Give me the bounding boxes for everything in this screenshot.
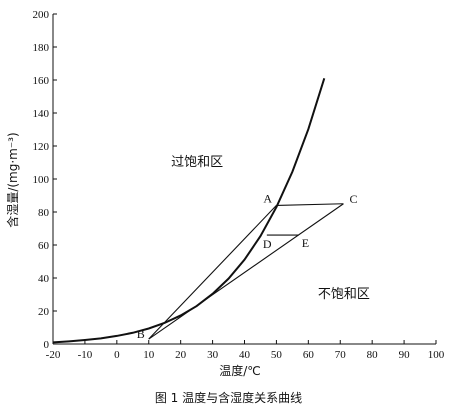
x-tick-label: 20: [175, 349, 187, 361]
x-tick-label: 40: [239, 349, 251, 361]
y-tick-label: 100: [33, 174, 50, 186]
x-tick-label: 30: [207, 349, 219, 361]
saturation-curve: [52, 78, 326, 344]
y-tick-label: 80: [38, 207, 50, 219]
y-tick-label: 160: [33, 75, 50, 87]
x-tick-label: -10: [78, 349, 93, 361]
point-label-a: A: [263, 191, 272, 205]
x-tick-label: 60: [303, 349, 315, 361]
x-tick-label: 50: [271, 349, 283, 361]
point-label-c: C: [349, 192, 357, 206]
x-tick-label: 100: [428, 349, 445, 361]
x-tick-label: 0: [114, 349, 120, 361]
figure-caption: 图 1 温度与含湿度关系曲线: [154, 391, 303, 405]
segment-a-c: [276, 203, 344, 206]
x-tick-label: 90: [399, 349, 411, 361]
y-tick-label: 20: [38, 306, 50, 318]
segment-b-c: [148, 203, 344, 340]
segment-b-a: [148, 205, 277, 340]
x-tick-label: 80: [367, 349, 379, 361]
x-axis-ticks: -20 -10 0 10 20 30 40 50 60 70 80 90 100: [46, 340, 445, 361]
y-tick-label: 200: [33, 9, 50, 21]
y-tick-label: 120: [33, 141, 50, 153]
y-tick-label: 140: [33, 108, 50, 120]
y-tick-label: 60: [38, 240, 50, 252]
x-tick-label: 10: [143, 349, 155, 361]
y-tick-label: 40: [38, 273, 50, 285]
x-tick-label: 70: [335, 349, 347, 361]
chart-marks: [52, 78, 344, 344]
region-label: 过饱和区: [171, 155, 223, 170]
axes: [52, 14, 436, 345]
y-tick-label: 180: [33, 42, 50, 54]
point-label-e: E: [302, 236, 309, 250]
point-label-d: D: [263, 237, 272, 251]
point-label-b: B: [137, 327, 145, 341]
x-tick-label: -20: [46, 349, 61, 361]
y-tick-label: 0: [44, 339, 50, 351]
region-label: 不饱和区: [318, 287, 370, 302]
y-axis-ticks: 0 20 40 60 80 100 120 140 160 180 200: [33, 9, 57, 351]
x-axis-label: 温度/℃: [219, 363, 261, 378]
y-axis-label: 含湿量/(mg·m⁻³): [5, 132, 20, 227]
